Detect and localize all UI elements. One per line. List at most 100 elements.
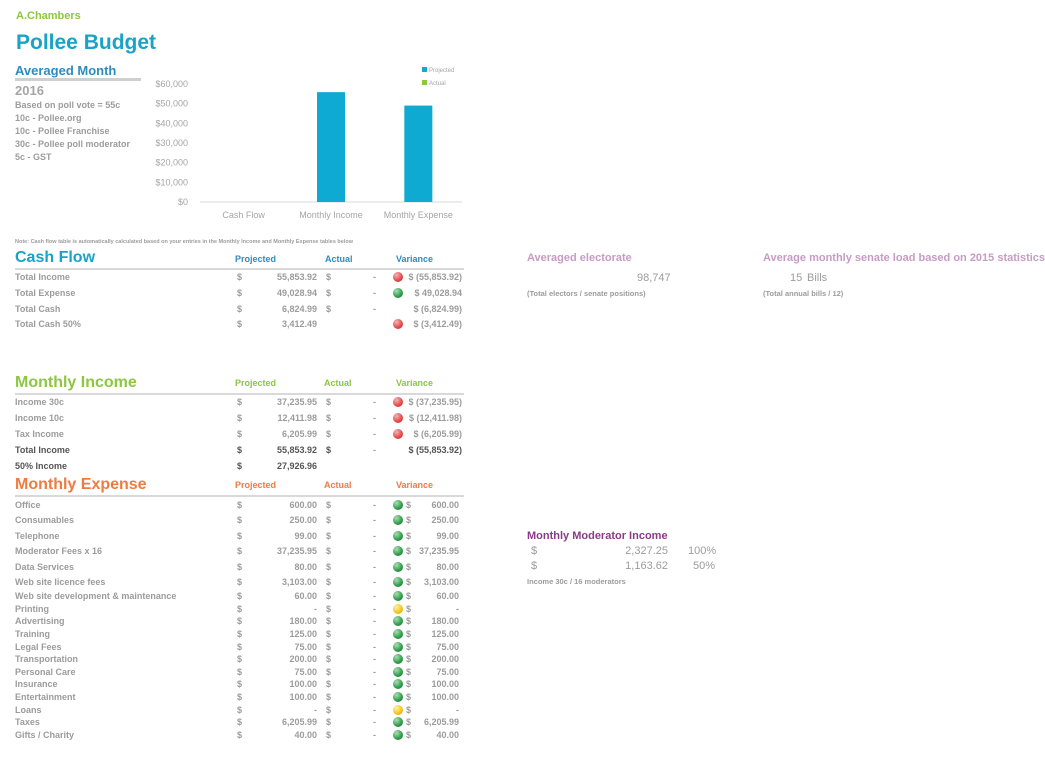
electorate-value: 98,747 (637, 272, 671, 284)
projected-value: 125.00 (289, 629, 317, 639)
variance-currency: $ (406, 546, 412, 556)
x-tick-label: Monthly Income (299, 210, 363, 220)
senate-value: 15 (790, 272, 803, 284)
row-label: Legal Fees (15, 642, 62, 652)
legend-label-actual: Actual (429, 81, 446, 87)
actual-value: - (373, 562, 376, 572)
projected-value: 75.00 (294, 667, 317, 677)
cash-flow-title: Cash Flow (15, 249, 96, 266)
actual-value: - (373, 531, 376, 541)
variance-value: $ (37,235.95) (408, 397, 462, 407)
actual-value: - (373, 288, 376, 298)
row-label: Loans (15, 705, 42, 715)
red-status-icon (393, 413, 403, 423)
actual-currency: $ (326, 515, 332, 525)
variance-currency: $ (406, 642, 412, 652)
projected-currency: $ (237, 546, 243, 556)
projected-currency: $ (237, 730, 243, 740)
projected-currency: $ (237, 461, 243, 471)
info-line: 30c - Pollee poll moderator (15, 139, 131, 149)
variance-value: 100.00 (431, 679, 459, 689)
electorate-title: Averaged electorate (527, 252, 632, 264)
subtitle: Averaged Month (15, 63, 117, 78)
col-actual: Actual (324, 378, 352, 388)
variance-currency: $ (406, 577, 412, 587)
bar-projected-monthly-income (317, 92, 345, 202)
green-status-icon (393, 616, 403, 626)
projected-value: 27,926.96 (276, 461, 317, 471)
projected-currency: $ (237, 413, 243, 423)
actual-currency: $ (326, 429, 332, 439)
row-label: Gifts / Charity (15, 730, 75, 740)
variance-currency: $ (406, 730, 412, 740)
info-line: 10c - Pollee.org (15, 113, 82, 123)
actual-currency: $ (326, 730, 332, 740)
projected-value: 37,235.95 (276, 397, 317, 407)
row-label: Income 30c (15, 397, 65, 407)
variance-value: $ (6,205.99) (413, 429, 462, 439)
projected-currency: $ (237, 288, 243, 298)
y-tick-label: $50,000 (155, 99, 188, 109)
row-label: Total Income (15, 445, 70, 455)
moderator-pct: 50% (693, 560, 716, 572)
row-label: Total Expense (15, 288, 76, 298)
projected-currency: $ (237, 705, 243, 715)
actual-currency: $ (326, 577, 332, 587)
legend-swatch-projected (422, 67, 427, 72)
green-status-icon (393, 591, 403, 601)
row-label: Personal Care (15, 667, 76, 677)
variance-currency: $ (406, 679, 412, 689)
projected-currency: $ (237, 717, 243, 727)
actual-value: - (373, 515, 376, 525)
senate-note: (Total annual bills / 12) (763, 289, 844, 298)
projected-value: 250.00 (289, 515, 317, 525)
actual-currency: $ (326, 288, 332, 298)
actual-currency: $ (326, 562, 332, 572)
actual-value: - (373, 679, 376, 689)
actual-value: - (373, 705, 376, 715)
variance-value: 37,235.95 (418, 546, 459, 556)
actual-currency: $ (326, 272, 332, 282)
info-line: 5c - GST (15, 152, 52, 162)
row-label: Consumables (15, 515, 75, 525)
projected-currency: $ (237, 604, 243, 614)
green-status-icon (393, 679, 403, 689)
projected-value: - (314, 705, 317, 715)
green-status-icon (393, 717, 403, 727)
projected-value: 80.00 (294, 562, 317, 572)
variance-value: - (456, 604, 459, 614)
variance-currency: $ (406, 562, 412, 572)
legend-label-projected: Projected (429, 68, 454, 74)
col-variance: Variance (396, 378, 434, 388)
actual-currency: $ (326, 413, 332, 423)
red-status-icon (393, 272, 403, 282)
y-tick-label: $0 (178, 197, 188, 207)
variance-value: - (456, 705, 459, 715)
projected-currency: $ (237, 397, 243, 407)
moderator-note: Income 30c / 16 moderators (527, 577, 626, 586)
actual-value: - (373, 692, 376, 702)
variance-value: 80.00 (436, 562, 459, 572)
projected-value: 3,412.49 (281, 319, 317, 329)
variance-value: 99.00 (436, 531, 459, 541)
actual-value: - (373, 272, 376, 282)
projected-currency: $ (237, 679, 243, 689)
projected-value: 3,103.00 (281, 577, 317, 587)
actual-currency: $ (326, 642, 332, 652)
variance-value: 600.00 (431, 500, 459, 510)
actual-value: - (373, 577, 376, 587)
projected-currency: $ (237, 515, 243, 525)
actual-currency: $ (326, 604, 332, 614)
col-projected: Projected (235, 254, 277, 264)
row-label: Training (15, 629, 51, 639)
row-label: Total Income (15, 272, 70, 282)
col-actual: Actual (325, 254, 353, 264)
variance-currency: $ (406, 705, 412, 715)
variance-value: $ (55,853.92) (408, 445, 462, 455)
row-label: Transportation (15, 654, 79, 664)
actual-currency: $ (326, 591, 332, 601)
projected-currency: $ (237, 654, 243, 664)
projected-currency: $ (237, 531, 243, 541)
row-label: Total Cash 50% (15, 319, 81, 329)
actual-value: - (373, 616, 376, 626)
